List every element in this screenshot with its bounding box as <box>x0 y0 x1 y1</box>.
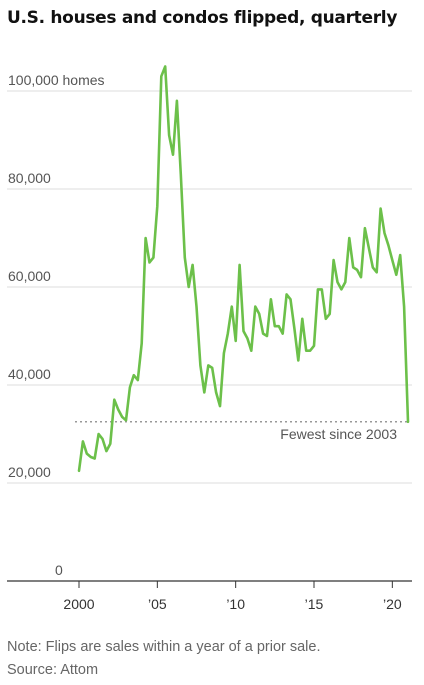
chart-title: U.S. houses and condos flipped, quarterl… <box>7 8 398 28</box>
y-tick-label: 60,000 <box>8 268 51 284</box>
x-tick-label: ’20 <box>383 596 402 612</box>
footnote: Note: Flips are sales within a year of a… <box>7 639 321 655</box>
source-credit: Source: Attom <box>7 662 99 678</box>
gridlines <box>7 90 412 484</box>
x-tick-label: 2000 <box>63 596 94 612</box>
y-tick-label: 40,000 <box>8 366 51 382</box>
y-axis-ticks: 0 20,000 40,000 60,000 80,000 100,000 homes <box>8 72 105 578</box>
y-tick-label: 100,000 homes <box>8 72 105 88</box>
reference-line: Fewest since 2003 <box>75 420 408 442</box>
x-axis-ticks: 2000 ’05 ’10 ’15 ’20 <box>63 581 402 612</box>
reference-line-label: Fewest since 2003 <box>280 426 397 442</box>
x-tick-label: ’05 <box>148 596 167 612</box>
x-tick-label: ’10 <box>226 596 245 612</box>
x-tick-label: ’15 <box>305 596 324 612</box>
y-tick-label: 80,000 <box>8 170 51 186</box>
series-line <box>77 65 410 473</box>
y-tick-label: 20,000 <box>8 464 51 480</box>
y-tick-label: 0 <box>55 562 63 578</box>
